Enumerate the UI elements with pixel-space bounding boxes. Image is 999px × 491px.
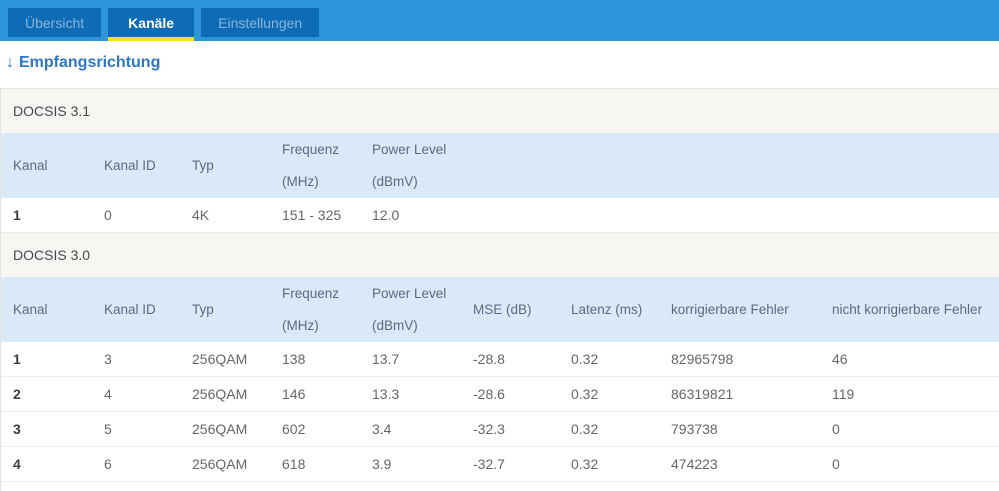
cell-korrigierbare-fehler: 793738 [671,421,718,437]
cell-kanal: 3 [13,421,21,437]
table-row: 4 6 256QAM 618 3.9 -32.7 0.32 474223 0 [1,447,999,482]
cell-power-level: 13.7 [372,351,400,367]
cell-kanal-id: 3 [104,351,112,367]
page-title-label: Empfangsrichtung [19,54,161,71]
table-row: 1 3 256QAM 138 13.7 -28.8 0.32 82965798 … [1,342,999,377]
cell-typ: 256QAM [192,456,248,472]
cell-nicht-korrigierbare-fehler: 0 [832,421,840,437]
cell-latenz: 0.32 [571,421,599,437]
cell-power-level: 13.3 [372,386,400,402]
cell-kanal-id: 5 [104,421,112,437]
tab-label: Kanäle [128,14,175,31]
cell-latenz: 0.32 [571,386,599,402]
cell-typ: 256QAM [192,386,248,402]
docsis30-header-row: Kanal Kanal ID Typ Frequenz (MHz) Power L… [1,277,999,342]
cell-kanal: 1 [13,351,21,367]
column-header: MSE (dB) [473,301,532,317]
cell-frequenz: 602 [282,421,306,437]
section-title-docsis31: DOCSIS 3.1 [1,89,999,133]
docsis31-header-row: Kanal Kanal ID Typ Frequenz (MHz) Power L… [1,133,999,198]
cell-frequenz: 151 - 325 [282,207,342,223]
tab-einstellungen[interactable]: Einstellungen [201,8,320,41]
cell-latenz: 0.32 [571,351,599,367]
cell-nicht-korrigierbare-fehler: 0 [832,456,840,472]
cell-typ: 256QAM [192,351,248,367]
cell-power-level: 3.4 [372,421,392,437]
column-header: Typ [192,301,214,317]
cell-typ: 4K [192,207,210,223]
down-arrow-icon: ↓ [6,54,14,71]
column-header: Kanal ID [104,157,156,173]
column-header: Power Level (dBmV) [372,285,447,333]
cell-mse: -28.8 [473,351,505,367]
cell-korrigierbare-fehler: 474223 [671,456,718,472]
cell-mse: -32.3 [473,421,505,437]
cell-frequenz: 138 [282,351,306,367]
cell-mse: -28.6 [473,386,505,402]
cell-frequenz: 618 [282,456,306,472]
column-header: Frequenz (MHz) [282,285,340,333]
cell-kanal-id: 6 [104,456,112,472]
cell-latenz: 0.32 [571,456,599,472]
cell-nicht-korrigierbare-fehler: 119 [832,386,855,402]
column-header: Typ [192,157,214,173]
table-row: 2 4 256QAM 146 13.3 -28.6 0.32 86319821 … [1,377,999,412]
column-header: nicht korrigierbare Fehler [832,301,983,317]
cell-power-level: 3.9 [372,456,392,472]
cell-typ: 256QAM [192,421,248,437]
tab-uebersicht[interactable]: Übersicht [8,8,102,41]
column-header: Frequenz (MHz) [282,141,340,189]
cell-kanal: 1 [13,207,21,223]
cell-nicht-korrigierbare-fehler: 46 [832,351,848,367]
column-header: Kanal ID [104,301,156,317]
cell-kanal-id: 0 [104,207,112,223]
cell-frequenz: 146 [282,386,306,402]
tab-bar: Übersicht Kanäle Einstellungen [0,0,999,41]
cell-kanal-id: 4 [104,386,112,402]
table-row: 3 5 256QAM 602 3.4 -32.3 0.32 793738 0 [1,412,999,447]
cell-korrigierbare-fehler: 86319821 [671,386,734,402]
section-title-docsis30: DOCSIS 3.0 [1,233,999,277]
tab-label: Übersicht [25,14,85,31]
column-header: Kanal [13,301,48,317]
page-title-empfangsrichtung: ↓ Empfangsrichtung [6,53,999,73]
cell-kanal: 2 [13,386,21,402]
table-row: 1 0 4K 151 - 325 12.0 [1,198,999,233]
column-header: korrigierbare Fehler [671,301,789,317]
column-header: Latenz (ms) [571,301,643,317]
tab-label: Einstellungen [218,14,303,31]
channel-tables: DOCSIS 3.1 Kanal Kanal ID Typ Frequenz (M… [0,88,999,491]
tab-kanaele[interactable]: Kanäle [108,8,195,41]
cell-power-level: 12.0 [372,207,400,223]
cell-kanal: 4 [13,456,21,472]
column-header: Kanal [13,157,48,173]
cell-mse: -32.7 [473,456,505,472]
column-header: Power Level (dBmV) [372,141,447,189]
cell-korrigierbare-fehler: 82965798 [671,351,734,367]
